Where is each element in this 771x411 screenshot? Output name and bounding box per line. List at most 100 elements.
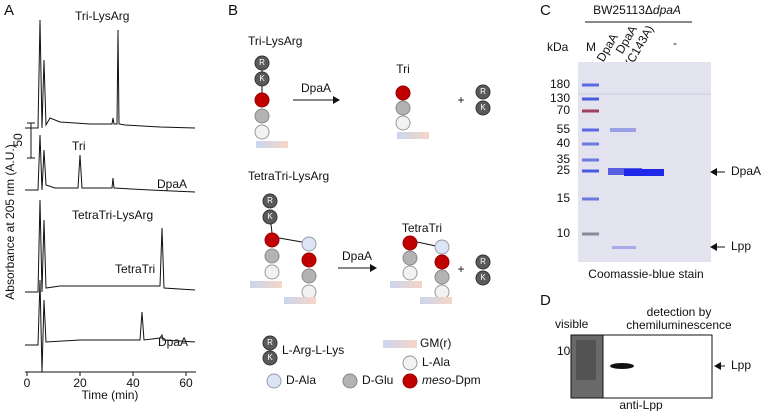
- residue-letter: K: [267, 353, 273, 362]
- shape: [333, 96, 340, 104]
- glycan-bar: [570, 334, 713, 399]
- shape: dpaA: [653, 3, 681, 17]
- x-tick-label: 0: [24, 376, 31, 390]
- residue-letter: R: [259, 58, 265, 67]
- arrow-label: DpaA: [731, 164, 761, 178]
- lane-label: -: [673, 36, 677, 50]
- scale-bar-label: 50: [11, 133, 25, 147]
- shape: BW25113Δ: [593, 3, 653, 17]
- chromatogram-trace: [25, 134, 196, 193]
- marker-label: 180: [550, 77, 570, 91]
- gel: [578, 62, 711, 262]
- enzyme-label: DpaA: [301, 81, 331, 95]
- marker-band: [582, 169, 599, 173]
- legend-text: meso-Dpm: [422, 373, 481, 387]
- residue: [402, 265, 418, 281]
- x-tick-label: 60: [179, 376, 193, 390]
- trace-label: TetraTri-LysArg: [72, 208, 153, 222]
- shape: [416, 241, 437, 247]
- residue: [301, 284, 317, 300]
- marker-label: 15: [557, 191, 571, 205]
- marker-band: [582, 97, 599, 101]
- trace-label: TetraTri: [115, 262, 155, 276]
- legend-text: L-Arg-L-Lys: [282, 343, 344, 357]
- residue: [402, 373, 418, 389]
- shape: [278, 237, 303, 243]
- blot-label: chemiluminescence: [626, 318, 732, 332]
- marker-label: 130: [550, 91, 570, 105]
- enzyme-label: DpaA: [342, 249, 372, 263]
- marker-label: 10: [557, 344, 571, 358]
- residue: [262, 209, 278, 225]
- residue: [262, 193, 278, 209]
- blot-band: [610, 363, 634, 369]
- gel-band: [624, 169, 664, 176]
- residue-letter: K: [267, 212, 273, 221]
- residue: [475, 100, 491, 116]
- x-ticks: 0 20 40 60: [24, 372, 193, 390]
- legend-text: D-Ala: [286, 373, 316, 387]
- blot-label: detection by: [647, 305, 712, 319]
- residue: [434, 239, 450, 255]
- residue-letter: K: [480, 273, 486, 282]
- residue: [301, 236, 317, 252]
- residue: [264, 232, 280, 248]
- residue: [395, 85, 411, 101]
- panel-label: C: [540, 2, 551, 19]
- glycan-bar: [284, 297, 316, 304]
- residue: [475, 84, 491, 100]
- residue: [434, 269, 450, 285]
- arrow-label: Lpp: [731, 239, 751, 253]
- residue: [475, 254, 491, 270]
- marker-label: 35: [557, 152, 571, 166]
- x-tick-label: 40: [126, 376, 140, 390]
- residue: [264, 264, 280, 280]
- glycan-bar: [397, 132, 429, 139]
- caption: Coomassie-blue stain: [588, 267, 703, 281]
- shape: -Dpm: [451, 373, 480, 387]
- residue: [254, 124, 270, 140]
- shape: meso: [422, 373, 452, 387]
- lane-label: M: [586, 40, 596, 54]
- kda-label: kDa: [547, 40, 569, 54]
- residue: [434, 254, 450, 270]
- marker-band: [582, 232, 599, 236]
- marker-band: [582, 142, 599, 146]
- residue: [262, 350, 278, 366]
- residue-letter: R: [267, 196, 273, 205]
- residue: [475, 270, 491, 286]
- residue-letter: R: [267, 338, 273, 347]
- panel-label: B: [228, 2, 238, 19]
- x-axis-title: Time (min): [82, 388, 139, 402]
- marker-label: 10: [557, 226, 571, 240]
- residue: [254, 108, 270, 124]
- product-label: Tri: [396, 62, 410, 76]
- glycan-bar: [250, 281, 282, 288]
- chromatogram-trace: [25, 279, 196, 373]
- arrow-label: Lpp: [731, 358, 751, 372]
- shape: [370, 264, 377, 272]
- panel-label: D: [540, 292, 551, 309]
- residue-letter: K: [480, 103, 486, 112]
- trace-label: DpaA: [158, 335, 188, 349]
- marker-band: [582, 197, 599, 201]
- shape: [714, 362, 721, 370]
- residue: [402, 355, 418, 371]
- x-tick-label: 20: [73, 376, 87, 390]
- product-label: TetraTri: [402, 221, 442, 235]
- y-axis-title: Absorbance at 205 nm (A.U.): [3, 144, 17, 299]
- marker-band: [582, 109, 599, 113]
- glycan-bar: [383, 340, 417, 348]
- glycan-bar: [256, 141, 288, 148]
- residue: [395, 100, 411, 116]
- plus: +: [457, 93, 464, 107]
- shape: [710, 168, 717, 176]
- residue: [262, 335, 278, 351]
- caption: anti-Lpp: [619, 398, 663, 411]
- residue: [301, 252, 317, 268]
- shape: [710, 243, 717, 251]
- chromatogram-trace: [25, 19, 196, 129]
- gel-band: [612, 246, 636, 249]
